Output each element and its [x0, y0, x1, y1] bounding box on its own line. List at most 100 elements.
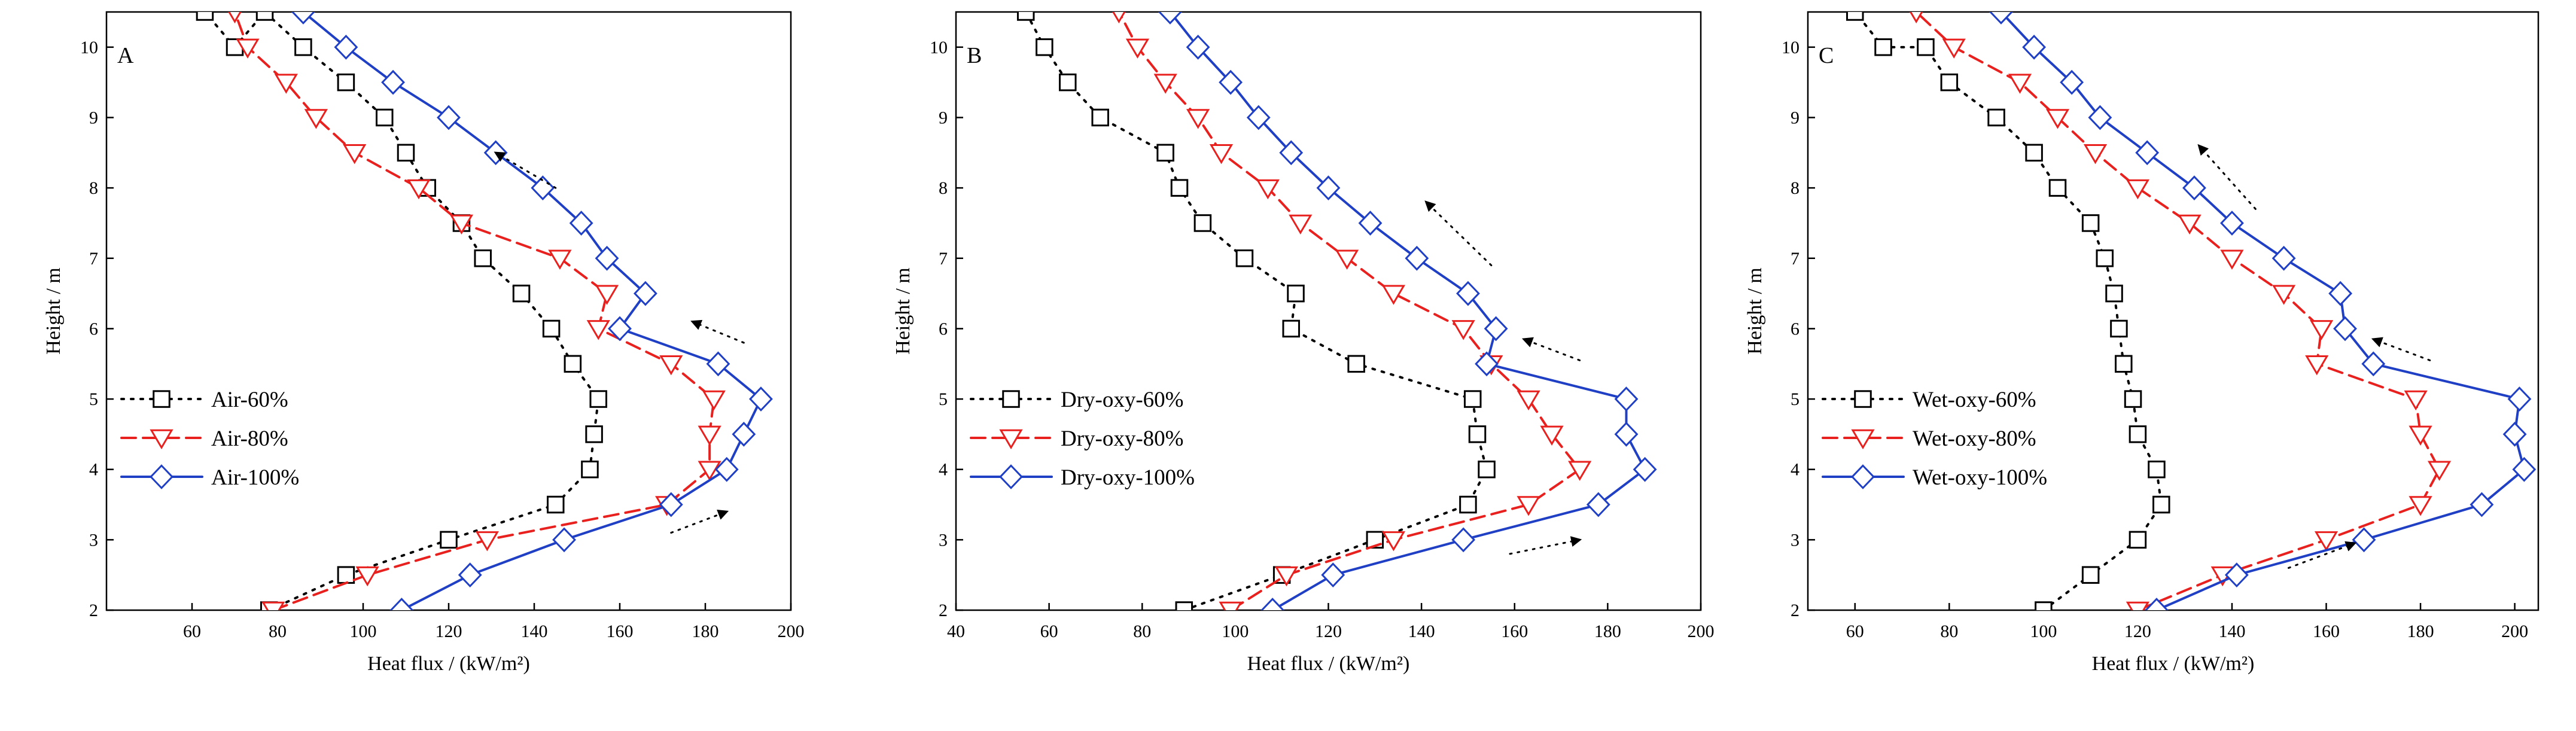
y-tick-label: 8	[1791, 178, 1799, 198]
data-point	[2502, 422, 2527, 447]
y-tick-label: 6	[1791, 319, 1799, 339]
plot-frame	[1807, 11, 2540, 611]
data-point	[343, 144, 367, 165]
data-point	[2088, 105, 2112, 130]
legend-label: Dry-oxy-60%	[1061, 388, 1184, 412]
y-axis-title: Height / m	[42, 267, 65, 354]
data-point	[1235, 249, 1254, 267]
direction-arrow	[670, 509, 729, 534]
data-point	[1158, 12, 1182, 25]
plot-frame	[955, 11, 1702, 611]
x-tick-label: 180	[2407, 622, 2434, 641]
data-point	[1219, 69, 1243, 95]
data-point	[1287, 284, 1305, 303]
series-line	[203, 12, 600, 610]
y-tick-label: 4	[89, 460, 98, 480]
data-point	[1347, 355, 1365, 373]
data-point	[2220, 249, 2244, 270]
data-point	[397, 144, 415, 162]
data-point	[2110, 319, 2128, 338]
y-tick-label: 8	[939, 178, 948, 198]
direction-arrow	[2287, 541, 2357, 569]
data-point	[196, 12, 214, 21]
y-tick-label: 3	[939, 530, 948, 550]
data-point	[542, 319, 561, 338]
data-point	[337, 566, 355, 584]
x-tick-label: 200	[2501, 622, 2528, 641]
data-point	[1170, 179, 1189, 197]
legend-label: Wet-oxy-60%	[1913, 388, 2036, 412]
data-point	[2081, 566, 2100, 584]
x-tick-label: 140	[1408, 622, 1435, 641]
data-point	[2081, 214, 2100, 232]
direction-arrow	[1509, 536, 1582, 555]
legend-label: Air-60%	[211, 388, 288, 412]
x-tick-label: 80	[1133, 622, 1151, 641]
data-point	[2178, 214, 2202, 235]
data-point	[608, 316, 632, 342]
data-point	[2126, 179, 2150, 200]
series-line	[1118, 12, 1581, 610]
data-point	[1942, 38, 1966, 59]
data-point	[1405, 245, 1429, 271]
data-point	[1279, 140, 1304, 166]
data-point	[1451, 527, 1476, 553]
y-tick-label: 2	[89, 601, 98, 620]
data-point	[1463, 390, 1482, 408]
direction-arrow	[2197, 144, 2257, 210]
data-point	[2314, 531, 2339, 552]
y-tick-label: 5	[89, 389, 98, 409]
data-point	[2025, 144, 2043, 162]
y-tick-label: 7	[1791, 249, 1799, 269]
data-point	[1459, 495, 1477, 514]
data-point	[569, 211, 593, 236]
data-point	[595, 245, 619, 271]
data-point	[1156, 144, 1174, 162]
y-axis-title: Height / m	[892, 267, 914, 354]
x-tick-label: 160	[1501, 622, 1528, 641]
x-tick-label: 60	[1040, 622, 1058, 641]
data-point	[512, 284, 531, 303]
data-point	[732, 422, 756, 447]
data-point	[1112, 12, 1126, 24]
x-tick-label: 60	[1846, 622, 1864, 641]
data-point	[1274, 566, 1299, 587]
data-point	[2105, 284, 2123, 303]
data-point	[531, 175, 555, 200]
x-tick-label: 100	[2030, 622, 2057, 641]
data-point	[1058, 73, 1077, 92]
data-point	[407, 179, 431, 200]
data-point	[2408, 425, 2432, 446]
data-point	[586, 320, 610, 340]
x-tick-label: 160	[2313, 622, 2340, 641]
data-point	[1282, 319, 1301, 338]
x-tick-label: 180	[692, 622, 719, 641]
data-point	[1321, 562, 1345, 588]
x-axis-title: Heat flux / (kW/m²)	[1247, 653, 1410, 675]
data-point	[659, 492, 683, 517]
data-point	[2022, 34, 2047, 60]
panel-b: 40 60 80 100 120 140 160 180 200 2 3 4 5 6 7 8 9 10 Heat f…	[892, 11, 1715, 675]
y-tick-label: 5	[939, 389, 948, 409]
data-point	[1456, 281, 1480, 306]
x-tick-label: 40	[947, 622, 965, 641]
data-point	[1016, 12, 1035, 21]
data-point	[1209, 144, 1234, 165]
data-point	[375, 108, 394, 127]
data-point	[1586, 492, 1610, 517]
data-point	[1193, 214, 1212, 232]
x-tick-label: 200	[778, 622, 805, 641]
data-point	[1256, 179, 1280, 200]
x-axis-title: Heat flux / (kW/m²)	[367, 653, 530, 675]
data-point	[2129, 531, 2147, 549]
direction-arrow	[690, 319, 745, 344]
data-point	[2352, 527, 2376, 553]
data-point	[698, 461, 721, 481]
x-axis-title: Heat flux / (kW/m²)	[2092, 653, 2255, 675]
y-tick-label: 10	[930, 38, 948, 57]
data-point	[2060, 69, 2084, 95]
data-point	[702, 390, 726, 411]
data-point	[355, 566, 379, 587]
x-tick-label: 180	[1594, 622, 1621, 641]
data-point	[458, 562, 482, 588]
